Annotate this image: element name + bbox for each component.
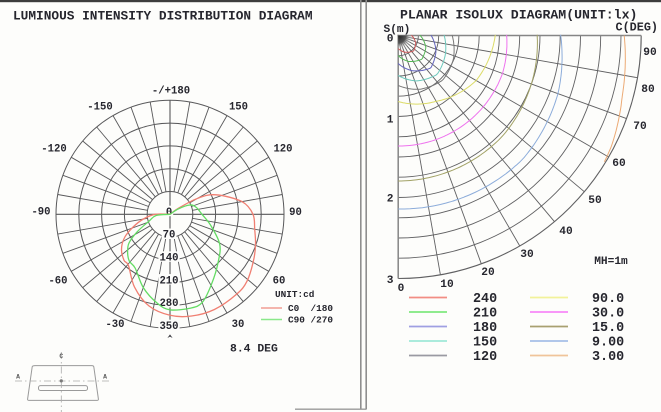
svg-text:90.0: 90.0	[592, 292, 624, 307]
svg-text:140: 140	[159, 253, 178, 265]
svg-text:280: 280	[159, 298, 178, 310]
svg-text:150: 150	[473, 336, 497, 351]
svg-text:0: 0	[398, 283, 405, 295]
svg-text:-120: -120	[41, 144, 66, 156]
svg-text:9.00: 9.00	[592, 336, 624, 351]
svg-text:3: 3	[387, 275, 394, 287]
svg-text:C(DEG): C(DEG)	[616, 21, 658, 35]
svg-text:3.00: 3.00	[592, 350, 624, 365]
svg-text:LUMINOUS INTENSITY DISTRIBUTIO: LUMINOUS INTENSITY DISTRIBUTION DIAGRAM	[13, 9, 313, 24]
svg-text:15.0: 15.0	[592, 321, 624, 336]
svg-text:40: 40	[559, 226, 573, 238]
svg-text:A: A	[103, 374, 107, 381]
svg-text:-30: -30	[105, 319, 124, 331]
svg-text:30.0: 30.0	[592, 307, 624, 322]
svg-text:10: 10	[440, 279, 454, 291]
svg-text:20: 20	[481, 267, 495, 279]
svg-text:-90: -90	[31, 207, 50, 219]
svg-text:30: 30	[232, 319, 245, 331]
svg-text:-150: -150	[87, 101, 112, 113]
svg-text:50: 50	[588, 195, 602, 207]
svg-text:70: 70	[163, 230, 176, 242]
svg-text:120: 120	[273, 144, 292, 156]
svg-text:S(m): S(m)	[384, 24, 411, 36]
svg-text:2: 2	[387, 193, 394, 205]
svg-text:350: 350	[159, 321, 178, 333]
svg-text:210: 210	[473, 307, 497, 322]
svg-text:8.4 DEG: 8.4 DEG	[230, 344, 278, 356]
svg-text:C90 /270: C90 /270	[288, 315, 333, 326]
svg-text:0: 0	[387, 34, 394, 46]
svg-text:-60: -60	[48, 276, 67, 288]
svg-text:70: 70	[633, 121, 647, 133]
svg-text:C: C	[59, 353, 63, 360]
svg-text:MH=1m: MH=1m	[594, 256, 628, 268]
svg-text:210: 210	[159, 275, 178, 287]
svg-text:PLANAR ISOLUX DIAGRAM(UNIT:lx): PLANAR ISOLUX DIAGRAM(UNIT:lx)	[400, 8, 637, 23]
svg-text:60: 60	[612, 158, 626, 170]
svg-text:180: 180	[473, 321, 497, 336]
svg-text:-/+180: -/+180	[152, 86, 190, 98]
svg-text:90: 90	[289, 207, 302, 219]
svg-text:90: 90	[643, 47, 657, 59]
svg-text:UNIT:cd: UNIT:cd	[275, 289, 314, 300]
svg-text:240: 240	[473, 292, 497, 307]
svg-text:60: 60	[273, 276, 286, 288]
svg-text:1: 1	[387, 115, 394, 127]
svg-text:C0 /180: C0 /180	[288, 303, 333, 314]
svg-text:0: 0	[166, 207, 172, 219]
svg-text:A: A	[16, 374, 20, 381]
svg-text:120: 120	[473, 350, 497, 365]
svg-text:30: 30	[520, 249, 534, 261]
svg-text:150: 150	[229, 101, 248, 113]
svg-text:80: 80	[641, 84, 655, 96]
